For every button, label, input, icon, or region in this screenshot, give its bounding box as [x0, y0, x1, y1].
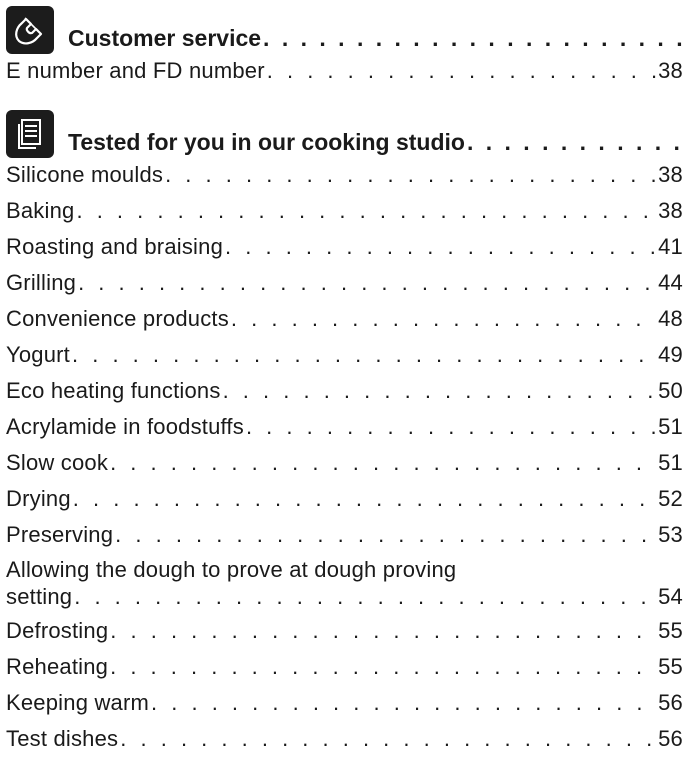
entry-title: Eco heating functions — [6, 378, 221, 403]
entry-title: Defrosting — [6, 618, 109, 643]
section-heading: Tested for you in our cooking studio — [68, 129, 465, 155]
page-number: 41 — [658, 234, 683, 259]
leader-dots — [151, 690, 656, 716]
entry-title: Baking — [6, 198, 75, 223]
page-number: 52 — [658, 486, 683, 511]
toc-entry[interactable]: Slow cook 51 — [6, 450, 683, 486]
toc-entry[interactable]: Eco heating functions 50 — [6, 378, 683, 414]
page-number: 54 — [658, 584, 683, 609]
phone-icon — [6, 6, 54, 54]
toc-entry[interactable]: Baking 38 — [6, 198, 683, 234]
page-number: 51 — [658, 414, 683, 439]
page-number: 56 — [658, 726, 683, 751]
section-header-cooking-studio[interactable]: Tested for you in our cooking studio 38 — [6, 110, 683, 158]
entry-title: setting — [6, 584, 73, 609]
leader-dots — [76, 198, 656, 224]
leader-dots — [267, 58, 656, 84]
section-heading: Customer service — [68, 25, 262, 51]
entry-title: Silicone moulds — [6, 162, 164, 187]
entry-title: Grilling — [6, 270, 77, 295]
page-number: 38 — [658, 162, 683, 187]
page-number: 50 — [658, 378, 683, 403]
leader-dots — [467, 129, 685, 156]
toc-entry[interactable]: Silicone moulds 38 — [6, 162, 683, 198]
document-icon — [6, 110, 54, 158]
entry-title-line1: Allowing the dough to prove at dough pro… — [6, 557, 457, 582]
toc-entry[interactable]: Convenience products 48 — [6, 306, 683, 342]
page-number: 44 — [658, 270, 683, 295]
toc-entry[interactable]: Roasting and braising 41 — [6, 234, 683, 270]
page-number: 38 — [658, 58, 683, 83]
leader-dots — [72, 342, 656, 368]
toc-entry-row: setting 54 — [6, 582, 683, 612]
toc-entry[interactable]: Test dishes 56 — [6, 726, 683, 762]
toc-entry[interactable]: Grilling 44 — [6, 270, 683, 306]
page-number: 49 — [658, 342, 683, 367]
leader-dots — [110, 654, 656, 680]
entry-title: Reheating — [6, 654, 109, 679]
leader-dots — [231, 306, 656, 332]
page-number: 53 — [658, 522, 683, 547]
leader-dots — [263, 25, 685, 52]
leader-dots — [223, 378, 657, 404]
leader-dots — [115, 522, 656, 548]
entry-title: Convenience products — [6, 306, 229, 331]
toc-entry[interactable]: Reheating 55 — [6, 654, 683, 690]
section-header-customer-service[interactable]: Customer service 38 — [6, 6, 683, 54]
entry-title: Slow cook — [6, 450, 109, 475]
toc-entry[interactable]: Defrosting 55 — [6, 618, 683, 654]
leader-dots — [73, 486, 656, 512]
toc-entry[interactable]: Keeping warm 56 — [6, 690, 683, 726]
toc-entry[interactable]: Allowing the dough to prove at dough pro… — [6, 558, 683, 618]
entry-title: Preserving — [6, 522, 114, 547]
leader-dots — [246, 414, 656, 440]
toc-entry[interactable]: Drying 52 — [6, 486, 683, 522]
page-number: 55 — [658, 618, 683, 643]
leader-dots — [78, 270, 656, 296]
leader-dots — [225, 234, 656, 260]
page-number: 55 — [658, 654, 683, 679]
leader-dots — [110, 618, 656, 644]
toc-entry[interactable]: E number and FD number 38 — [6, 58, 683, 94]
toc-entry[interactable]: Preserving 53 — [6, 522, 683, 558]
entry-title: E number and FD number — [6, 58, 265, 83]
page-number: 38 — [658, 198, 683, 223]
entry-title: Drying — [6, 486, 71, 511]
entry-title: Roasting and braising — [6, 234, 224, 259]
entry-title: Keeping warm — [6, 690, 150, 715]
leader-dots — [110, 450, 656, 476]
section-entries: E number and FD number 38 — [6, 58, 683, 94]
leader-dots — [120, 726, 656, 752]
page-number: 48 — [658, 306, 683, 331]
entry-title: Yogurt — [6, 342, 70, 367]
section-entries: Silicone moulds 38 Baking 38 Roasting and … — [6, 162, 683, 762]
page-number: 56 — [658, 690, 683, 715]
toc-entry[interactable]: Acrylamide in foodstuffs 51 — [6, 414, 683, 450]
section-heading-row: Customer service 38 — [68, 25, 685, 54]
section-heading-row: Tested for you in our cooking studio 38 — [68, 129, 685, 158]
page-number: 51 — [658, 450, 683, 475]
toc-entry[interactable]: Yogurt 49 — [6, 342, 683, 378]
entry-title: Acrylamide in foodstuffs — [6, 414, 244, 439]
leader-dots — [74, 582, 656, 612]
entry-title: Test dishes — [6, 726, 119, 751]
leader-dots — [165, 162, 656, 188]
